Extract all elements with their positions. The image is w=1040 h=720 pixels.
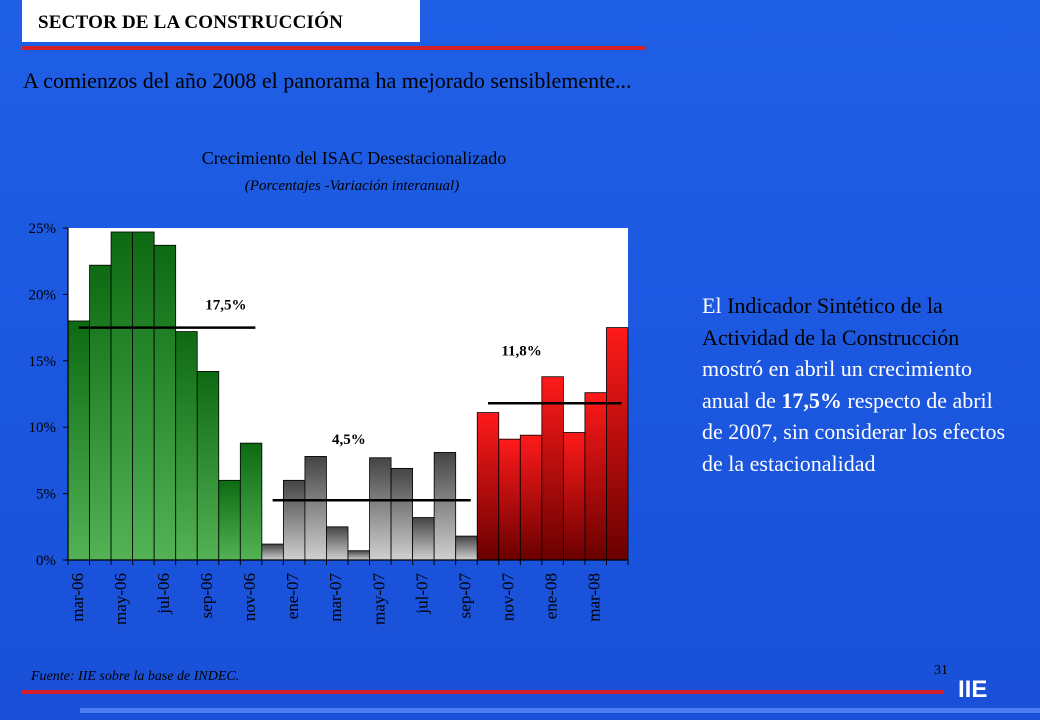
x-tick-label: jul-07 — [412, 573, 431, 615]
chart-subtitle: (Porcentajes -Variación interanual) — [245, 178, 459, 194]
bar-nov-06 — [239, 442, 263, 561]
y-tick-label: 10% — [29, 420, 57, 436]
x-tick-label: ene-08 — [542, 573, 561, 619]
page-number: 31 — [934, 663, 948, 678]
bar-may-06 — [110, 231, 134, 561]
x-tick-label: may-07 — [369, 573, 388, 625]
bar-ene-07 — [282, 479, 306, 561]
x-tick-label: sep-06 — [197, 573, 216, 618]
x-tick-label: ene-07 — [283, 573, 302, 620]
y-tick-label: 25% — [29, 221, 57, 237]
average-label: 4,5% — [332, 432, 366, 448]
x-tick-label: mar-08 — [585, 573, 604, 622]
bar-sep-06 — [196, 371, 220, 561]
y-tick-label: 0% — [36, 553, 56, 569]
bar-abr-07 — [347, 550, 370, 561]
bar-sep-07 — [455, 535, 478, 561]
bar-feb-07 — [304, 456, 327, 561]
bar-dic-07 — [519, 434, 543, 561]
bar-oct-06 — [218, 479, 241, 561]
y-tick-label: 15% — [29, 354, 57, 370]
x-tick-label: nov-07 — [499, 573, 518, 622]
chart-title: Crecimiento del ISAC Desestacionalizado — [202, 148, 506, 168]
bar-feb-08 — [562, 432, 586, 561]
bar-dic-06 — [261, 543, 284, 561]
footer-blue-rule — [80, 708, 1040, 713]
bar-abr-08 — [606, 327, 629, 561]
bar-abr-06 — [89, 264, 112, 561]
commentary-highlight: Indicador Sintético de la Actividad de l… — [702, 293, 960, 350]
y-axis-ticks: 0% 5% 10% 15% 20% 25% — [29, 221, 68, 569]
bar-mar-08 — [584, 392, 607, 561]
source-note: Fuente: IIE sobre la base de INDEC. — [31, 669, 240, 684]
x-tick-label: may-06 — [111, 573, 130, 625]
page-subtitle: A comienzos del año 2008 el panorama ha … — [23, 68, 632, 93]
y-tick-label: 20% — [29, 287, 57, 303]
section-title: SECTOR DE LA CONSTRUCCIÓN — [38, 12, 344, 33]
bar-ago-06 — [175, 331, 198, 561]
bar-nov-07 — [498, 438, 521, 561]
commentary-text: El Indicador Sintético de la Actividad d… — [702, 290, 1012, 479]
x-tick-label: nov-06 — [240, 573, 259, 621]
commentary-prefix: El — [702, 293, 728, 318]
commentary-part2: mostró en abril un crecimiento anual de — [702, 356, 973, 413]
bar-oct-07 — [476, 412, 500, 561]
header-red-rule — [22, 46, 645, 50]
average-lines: 17,5% 4,5% 11,8% — [78, 298, 622, 502]
x-axis-ticks: mar-06 may-06 jul-06 sep-06 nov-06 ene-07 mar-… — [67, 560, 629, 625]
bar-jun-07 — [390, 467, 414, 561]
bar-mar-06 — [67, 320, 90, 561]
average-label: 11,8% — [501, 343, 541, 359]
commentary-part3: respecto de abril de 2007, sin considera… — [702, 387, 1006, 476]
x-tick-label: sep-07 — [455, 573, 474, 619]
x-tick-label: mar-07 — [326, 573, 345, 622]
x-tick-label: jul-06 — [154, 573, 173, 615]
iie-logo: IIE — [958, 676, 988, 703]
footer-red-rule — [22, 690, 944, 694]
bar-jul-07 — [412, 517, 435, 561]
bar-may-07 — [369, 457, 392, 561]
bar-jun-06 — [132, 231, 155, 561]
average-label: 17,5% — [205, 298, 246, 314]
bar-ago-07 — [433, 452, 457, 561]
commentary-value: 17,5% — [781, 387, 842, 413]
y-tick-label: 5% — [36, 487, 56, 503]
bar-mar-07 — [326, 526, 349, 561]
header-box — [22, 0, 420, 42]
x-tick-label: mar-06 — [68, 573, 87, 622]
bar-jul-06 — [153, 244, 177, 561]
